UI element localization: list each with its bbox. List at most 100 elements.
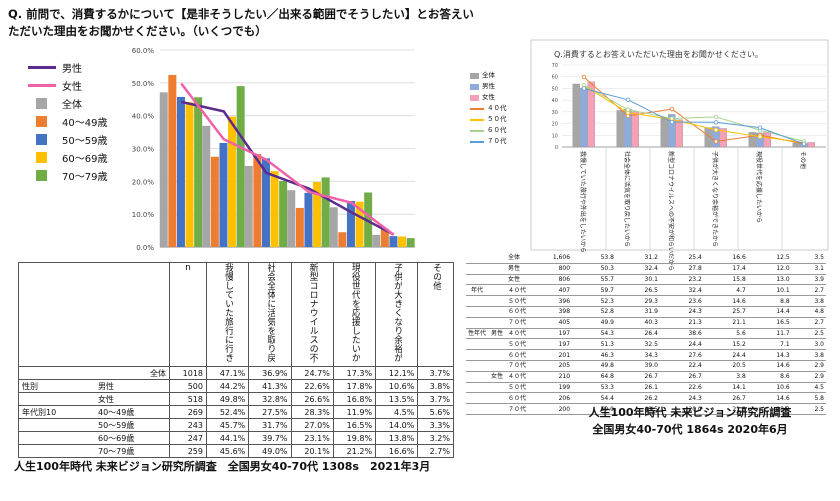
legend-label: 全体 — [62, 99, 82, 111]
table-cell: 41.5 — [615, 403, 660, 415]
bar-60～69歳 — [398, 236, 407, 247]
bar-40～49歳 — [338, 232, 347, 247]
row-n: 205 — [538, 360, 573, 372]
row-subgroup — [488, 338, 507, 351]
table-cell: 3.0 — [791, 338, 826, 351]
bar-50～59歳 — [219, 142, 228, 247]
table-cell: 54.3 — [572, 328, 616, 340]
table-row: 女性 806 55.7 30.1 23.2 15.8 13.0 3.9 — [466, 274, 826, 286]
row-subgroup — [488, 403, 507, 415]
table-cell: 22.4 — [659, 360, 704, 372]
table-cell: 12.1% — [375, 366, 419, 380]
row-subgroup — [488, 360, 507, 372]
table-cell: 31.9 — [615, 306, 660, 318]
legend-swatch — [36, 133, 47, 145]
legend-item-male: 男性 — [28, 58, 107, 76]
bar-70～79歳 — [321, 177, 330, 247]
table-cell: 36.9% — [248, 366, 292, 380]
table-cell: 8.8 — [747, 295, 792, 307]
bar-50～59歳 — [176, 96, 185, 248]
table-cell: 17.4 — [703, 263, 748, 275]
row-label: ５０代 — [506, 338, 539, 351]
table-header-row: n 我慢していた旅行に行きたいから 社会全体に活気を取り戻したいから 新型コロナ… — [18, 262, 454, 367]
legend-label: ４０代 — [487, 104, 507, 112]
row-group — [18, 418, 95, 432]
table-cell: 44.1% — [205, 431, 250, 445]
row-subgroup: 女性 — [488, 371, 507, 383]
col-header-text: 子供が大きくなり余裕ができたから — [392, 263, 403, 363]
bar-全体 — [244, 165, 253, 247]
row-label: 男性 — [506, 263, 539, 275]
table-cell: 7.1 — [747, 338, 792, 351]
table-cell: 3.7% — [417, 392, 454, 406]
row-label: ７０代 — [506, 403, 539, 415]
table-row: 年代 ４０代 407 59.7 26.5 32.4 4.7 10.1 2.7 — [466, 284, 826, 297]
table-cell: 16.6 — [703, 253, 748, 264]
table-cell: 31.7% — [248, 418, 292, 432]
table-cell: 32.8% — [248, 392, 292, 406]
legend-item-female: 女性 — [28, 76, 107, 94]
row-subgroup — [488, 392, 507, 405]
table-cell: 16.5 — [747, 317, 792, 329]
table-cell: 26.7 — [659, 371, 704, 383]
table-n-header: n — [169, 262, 207, 367]
table-row: 性別 男性 500 44.2% 41.3% 22.6% 17.8% 10.6% 3.8% — [18, 379, 454, 393]
table-cell: 23.2 — [659, 274, 704, 286]
table-cell: 32.4 — [615, 263, 660, 275]
table-cell: 21.3 — [659, 317, 704, 329]
table-cell: 54.4 — [572, 392, 616, 405]
y-tick-label: 30.0% — [132, 146, 155, 154]
table-cell: 3.9 — [791, 274, 826, 286]
row-group — [466, 382, 489, 394]
row-n: 269 — [169, 405, 207, 419]
row-group — [466, 349, 489, 361]
row-n: 247 — [169, 431, 207, 445]
table-cell: 21.2% — [332, 444, 377, 458]
row-label: ６０代 — [506, 306, 539, 318]
row-n: 806 — [538, 274, 573, 286]
legend-label: 50～59歳 — [62, 135, 108, 147]
row-n: 197 — [538, 328, 573, 340]
table-row: ５０代 199 53.3 26.1 22.6 14.1 10.6 4.5 — [466, 382, 826, 394]
table-cell: 25.7 — [703, 306, 748, 318]
table-row: ７０代 200 50.0 41.5 20.0 21.8 18.3 2.5 — [466, 403, 826, 415]
table-cell: 3.8 — [791, 295, 826, 307]
col-header-text: その他 — [431, 263, 442, 290]
table-cell: 17.3% — [332, 366, 377, 380]
bar-全体 — [372, 234, 381, 247]
legend-item-40s: 40～49歳 — [28, 112, 107, 130]
table-cell: 10.1 — [747, 284, 792, 297]
table-cell: 14.1 — [703, 382, 748, 394]
row-n: 800 — [538, 263, 573, 275]
legend-item: ６０代 — [470, 125, 507, 136]
table-cell: 11.7 — [747, 328, 792, 340]
row-label: ７０代 — [506, 317, 539, 329]
chart2-legend: 全体 男性 女性 ４０代 ５０代 ６０代 ７０代 — [470, 70, 507, 147]
table-cell: 32.5 — [615, 338, 660, 351]
legend-swatch — [28, 65, 56, 69]
table-cell: 24.3 — [659, 392, 704, 405]
legend-label: 40～49歳 — [62, 117, 108, 129]
table-cell: 52.8 — [572, 306, 616, 318]
table-cell: 17.8% — [332, 379, 377, 393]
table-cell: 24.4 — [703, 349, 748, 361]
row-group — [466, 317, 489, 329]
table-cell: 16.5% — [332, 418, 377, 432]
table-cell: 45.7% — [205, 418, 250, 432]
legend-label: 女性 — [62, 81, 82, 93]
table-cell: 5.6 — [703, 328, 748, 340]
table-cell: 38.6 — [659, 328, 704, 340]
chart1-legend: 男性 女性 全体 40～49歳 50～59歳 60～69歳 70～79歳 — [28, 58, 107, 184]
bar-70～79歳 — [279, 181, 288, 247]
row-subgroup — [488, 284, 507, 297]
row-n: 197 — [538, 338, 573, 351]
bar-40～49歳 — [168, 74, 177, 247]
table-cell: 30.1 — [615, 274, 660, 286]
bar-全体 — [202, 125, 211, 247]
table-cell: 55.7 — [572, 274, 616, 286]
table-row: 50～59歳 243 45.7% 31.7% 27.0% 16.5% 14.0% 3.3% — [18, 418, 454, 432]
table-row: 年代別10 40～49歳 269 52.4% 27.5% 28.3% 11.9% 4.5% 5.… — [18, 405, 454, 419]
table-row: ６０代 201 46.3 34.3 27.6 24.4 14.3 3.8 — [466, 349, 826, 361]
y-tick-label: 40.0% — [132, 113, 155, 121]
row-label: 女性 — [95, 392, 170, 406]
